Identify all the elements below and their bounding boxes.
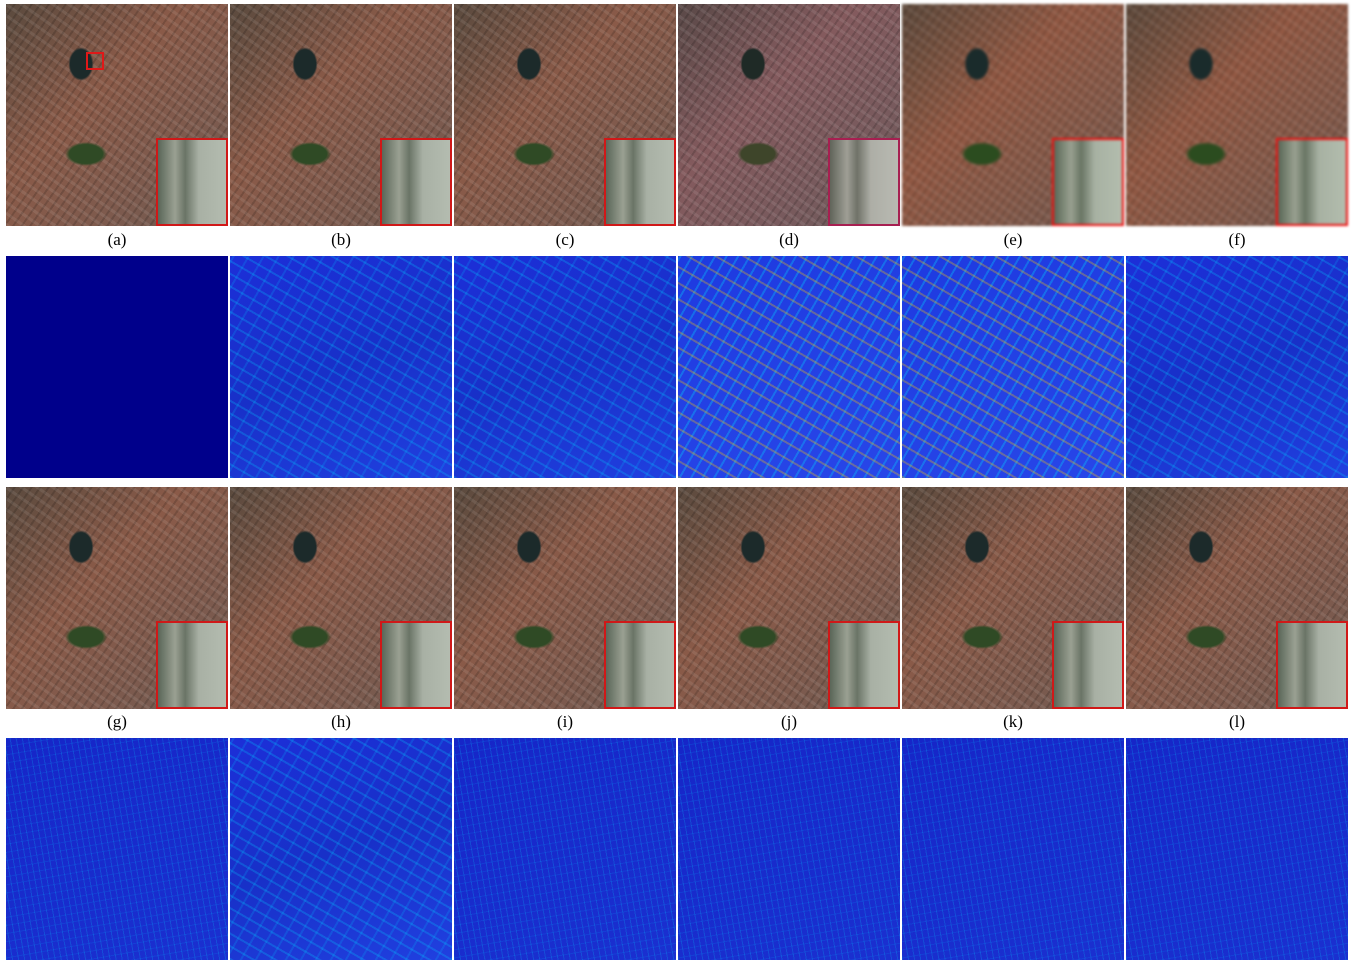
zoom-inset <box>604 138 676 226</box>
panel-label: (b) <box>230 230 452 250</box>
panel-label: (g) <box>6 712 228 732</box>
zoom-inset <box>1052 621 1124 709</box>
panel-label: (h) <box>230 712 452 732</box>
panel-label: (l) <box>1126 712 1348 732</box>
image-panel <box>230 4 452 226</box>
image-panel <box>230 487 452 709</box>
error-map <box>230 256 452 478</box>
error-map <box>454 256 676 478</box>
error-map <box>1126 738 1348 960</box>
zoom-inset <box>828 138 900 226</box>
error-map <box>902 256 1124 478</box>
figure: (a)(b)(c)(d)(e)(f) (g)(h)(i)(j)(k)(l) <box>0 0 1356 961</box>
zoom-inset <box>604 621 676 709</box>
zoom-inset <box>1276 621 1348 709</box>
panel-label: (e) <box>902 230 1124 250</box>
error-map <box>1126 256 1348 478</box>
zoom-region <box>86 52 104 70</box>
panel-label: (d) <box>678 230 900 250</box>
panel-label: (c) <box>454 230 676 250</box>
zoom-inset <box>828 621 900 709</box>
error-map <box>230 738 452 960</box>
error-map <box>902 738 1124 960</box>
zoom-inset <box>1052 138 1124 226</box>
image-panel <box>678 4 900 226</box>
error-map <box>454 738 676 960</box>
error-map <box>678 256 900 478</box>
panel-label: (k) <box>902 712 1124 732</box>
image-panel <box>678 487 900 709</box>
zoom-inset <box>380 138 452 226</box>
image-panel <box>902 487 1124 709</box>
zoom-inset <box>380 621 452 709</box>
image-panel <box>6 4 228 226</box>
zoom-inset <box>1276 138 1348 226</box>
panel-label: (a) <box>6 230 228 250</box>
error-map <box>678 738 900 960</box>
panel-label: (j) <box>678 712 900 732</box>
image-panel <box>902 4 1124 226</box>
image-panel <box>6 487 228 709</box>
image-panel <box>454 487 676 709</box>
image-panel <box>454 4 676 226</box>
zoom-inset <box>156 138 228 226</box>
panel-label: (f) <box>1126 230 1348 250</box>
panel-label: (i) <box>454 712 676 732</box>
image-panel <box>1126 487 1348 709</box>
error-map <box>6 256 228 478</box>
error-map <box>6 738 228 960</box>
image-panel <box>1126 4 1348 226</box>
zoom-inset <box>156 621 228 709</box>
